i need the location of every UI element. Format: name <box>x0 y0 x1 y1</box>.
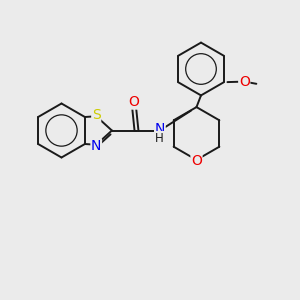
Text: O: O <box>239 75 250 88</box>
Text: N: N <box>91 139 101 153</box>
Text: O: O <box>129 95 140 109</box>
Text: H: H <box>155 131 164 145</box>
Text: N: N <box>155 122 165 136</box>
Text: S: S <box>92 108 100 122</box>
Text: O: O <box>191 154 202 168</box>
